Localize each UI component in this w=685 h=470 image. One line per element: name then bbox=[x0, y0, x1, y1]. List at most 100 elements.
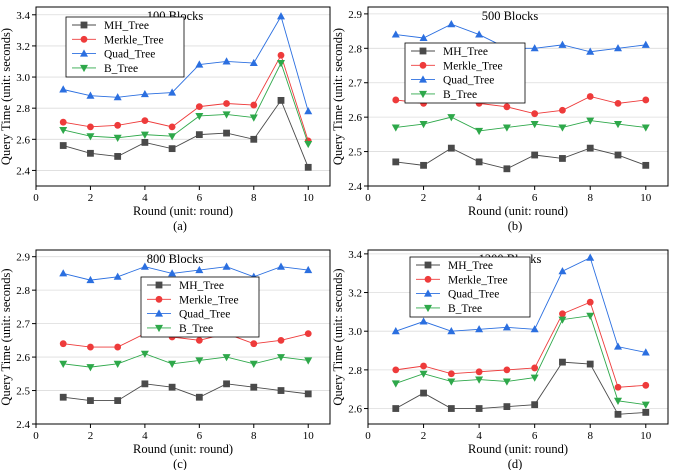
legend-marker bbox=[419, 61, 427, 69]
data-point bbox=[586, 47, 595, 55]
series-line bbox=[395, 361, 646, 415]
data-point bbox=[614, 410, 622, 418]
data-point bbox=[87, 149, 94, 157]
data-point bbox=[614, 151, 622, 159]
series-line bbox=[63, 353, 309, 368]
data-point bbox=[195, 357, 204, 365]
chart-panel-a: 0 2 4 6 8 102.42.62.83.03.23.4 100 BlocksRound… bbox=[0, 6, 331, 233]
x-tick-label: 8 bbox=[251, 192, 257, 204]
legend-label: MH_Tree bbox=[443, 46, 488, 58]
y-tick-label: 3.0 bbox=[348, 326, 362, 338]
data-point bbox=[277, 12, 285, 20]
data-point bbox=[419, 370, 428, 378]
data-point bbox=[641, 401, 650, 409]
data-point bbox=[222, 111, 231, 119]
series-line bbox=[395, 315, 646, 406]
x-tick-label: 8 bbox=[587, 430, 593, 442]
data-point bbox=[614, 99, 622, 107]
data-point bbox=[222, 262, 231, 270]
series-Quad_Tree bbox=[59, 262, 313, 284]
data-point bbox=[392, 96, 400, 104]
data-point bbox=[141, 380, 149, 388]
data-point bbox=[558, 267, 567, 275]
data-point bbox=[113, 134, 122, 142]
data-point bbox=[447, 378, 456, 386]
data-point bbox=[222, 354, 231, 362]
y-tick-label: 2.6 bbox=[16, 134, 30, 146]
legend-label: Merkle_Tree bbox=[443, 60, 503, 72]
data-point bbox=[304, 265, 313, 274]
y-tick-label: 2.6 bbox=[348, 112, 362, 124]
data-point bbox=[86, 275, 95, 284]
data-point bbox=[475, 30, 484, 38]
data-point bbox=[195, 393, 203, 401]
data-point bbox=[447, 405, 455, 412]
legend-marker bbox=[419, 90, 427, 99]
data-point bbox=[558, 316, 567, 324]
data-point bbox=[168, 88, 177, 96]
data-point bbox=[304, 140, 313, 149]
series-Quad_Tree bbox=[59, 12, 313, 115]
series-B_Tree bbox=[391, 312, 650, 409]
y-tick-label: 2.8 bbox=[16, 103, 30, 115]
data-point bbox=[392, 405, 400, 412]
data-point bbox=[59, 142, 67, 149]
data-point bbox=[419, 33, 428, 41]
data-point bbox=[59, 340, 67, 348]
x-tick-label: 6 bbox=[532, 430, 538, 442]
data-point bbox=[614, 342, 622, 350]
data-point bbox=[87, 123, 94, 131]
data-point bbox=[114, 343, 122, 351]
plot-frame bbox=[35, 249, 331, 425]
data-point bbox=[277, 336, 285, 344]
legend: MH_Tree Merkle_Tree Quad_Tree B_Tree bbox=[404, 42, 526, 104]
data-point bbox=[559, 358, 566, 366]
data-point bbox=[140, 262, 149, 270]
legend-marker bbox=[424, 275, 432, 283]
y-tick-label: 2.9 bbox=[16, 252, 30, 264]
chart-title: 800 Blocks bbox=[147, 252, 204, 266]
legend-label: Merkle_Tree bbox=[448, 274, 508, 286]
data-point bbox=[586, 298, 594, 306]
legend-marker bbox=[424, 304, 432, 313]
series-line bbox=[63, 266, 309, 281]
legend-label: MH_Tree bbox=[179, 280, 224, 292]
data-point bbox=[86, 133, 95, 141]
y-tick-label: 2.8 bbox=[348, 365, 362, 377]
y-tick-label: 2.4 bbox=[348, 181, 362, 193]
data-point bbox=[419, 121, 428, 129]
data-point bbox=[87, 343, 94, 351]
data-point bbox=[86, 364, 95, 372]
data-point bbox=[304, 107, 313, 115]
data-point bbox=[614, 121, 622, 129]
x-tick-label: 4 bbox=[142, 430, 148, 442]
data-point bbox=[475, 368, 483, 376]
data-point bbox=[641, 348, 650, 356]
x-tick-label: 0 bbox=[33, 192, 39, 204]
data-point bbox=[503, 103, 511, 111]
x-tick-label: 2 bbox=[421, 192, 427, 204]
series-line bbox=[395, 116, 646, 132]
data-point bbox=[641, 124, 650, 132]
data-point bbox=[420, 362, 427, 370]
data-point bbox=[222, 57, 231, 65]
data-point bbox=[304, 163, 312, 171]
panel-caption: (d) bbox=[508, 457, 523, 470]
x-tick-label: 0 bbox=[365, 430, 371, 442]
y-tick-label: 2.5 bbox=[348, 147, 362, 159]
data-point bbox=[140, 350, 149, 358]
data-point bbox=[277, 96, 285, 104]
series-MH_Tree bbox=[392, 358, 650, 418]
series-B_Tree bbox=[391, 114, 650, 136]
series-line bbox=[63, 99, 309, 168]
data-point bbox=[586, 360, 594, 368]
data-point bbox=[223, 380, 230, 388]
data-point bbox=[304, 357, 313, 365]
data-point bbox=[195, 112, 204, 121]
x-tick-label: 10 bbox=[640, 430, 652, 442]
x-tick-label: 2 bbox=[421, 430, 427, 442]
data-point bbox=[559, 106, 566, 114]
y-tick-label: 2.4 bbox=[16, 419, 30, 431]
series-line bbox=[63, 15, 309, 112]
